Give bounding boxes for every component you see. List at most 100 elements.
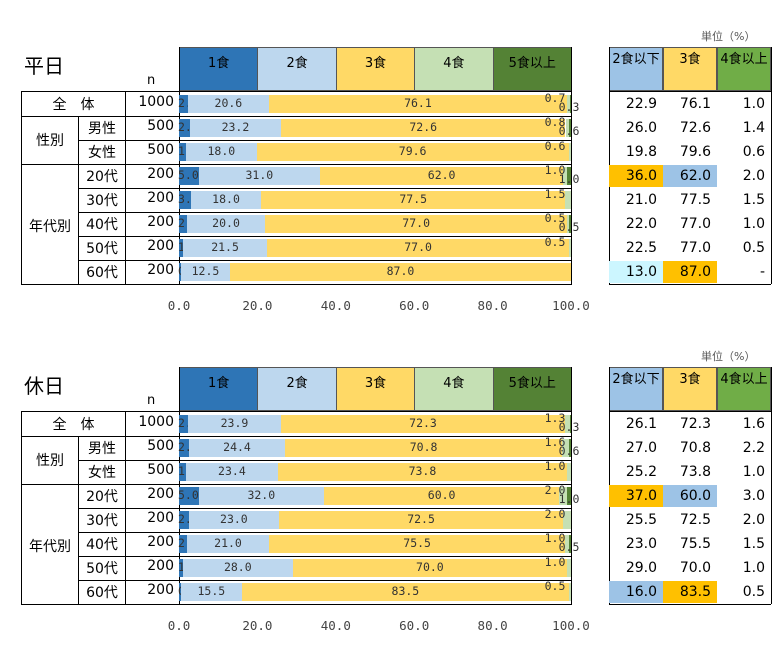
group-label: 性別	[36, 453, 64, 469]
bar-segment	[564, 415, 570, 433]
row-label: 60代	[86, 585, 118, 601]
summary-value: 3.0	[742, 488, 765, 504]
x-tick-label: 60.0	[399, 618, 430, 633]
summary-value: 25.5	[625, 512, 657, 528]
row-n: 200	[147, 558, 174, 574]
bar-segment	[179, 559, 183, 577]
x-tick-label: 100.0	[552, 298, 590, 313]
summary-value: 19.8	[625, 144, 657, 160]
row-n: 500	[147, 462, 174, 478]
data-label: 18.0	[212, 192, 240, 206]
bar-segment	[180, 263, 230, 281]
row-n: 200	[147, 486, 174, 502]
table-border	[78, 260, 572, 261]
summary-value: 21.0	[625, 192, 657, 208]
bar-segment	[198, 167, 321, 185]
summary-header: 3食	[663, 47, 717, 91]
x-tick-label: 0.0	[167, 298, 191, 313]
summary-value: 37.0	[609, 485, 663, 507]
n-header: n	[147, 73, 156, 88]
table-border	[179, 47, 180, 284]
summary-value: 23.0	[625, 536, 657, 552]
data-label: 79.6	[398, 144, 427, 158]
bar-segment	[190, 191, 262, 209]
summary-value: 1.5	[742, 536, 765, 552]
bar-segment	[569, 583, 571, 601]
row-n: 1000	[138, 414, 174, 430]
summary-header: 4食以上	[717, 367, 771, 411]
data-label: 21.5	[211, 240, 239, 254]
data-label: 87.0	[386, 264, 415, 278]
data-label: 72.3	[409, 416, 437, 430]
data-label: 0.3	[558, 100, 580, 114]
bar-segment	[186, 535, 270, 553]
row-label: 20代	[86, 169, 118, 185]
data-label: 0.5	[558, 540, 580, 554]
row-n: 200	[147, 582, 174, 598]
summary-header: 4食以上	[717, 47, 771, 91]
summary-value: 70.0	[679, 560, 711, 576]
table-border	[78, 212, 572, 213]
bar-segment	[241, 583, 570, 601]
bar-segment	[269, 535, 566, 553]
summary-value: 72.3	[679, 416, 711, 432]
data-label: 2.0	[544, 483, 566, 497]
data-label: 1.0	[544, 555, 566, 569]
data-label: 70.0	[416, 560, 444, 574]
summary-value: 26.0	[625, 120, 657, 136]
bar-segment	[261, 191, 566, 209]
data-label: 0.6	[558, 444, 580, 458]
row-n: 200	[147, 534, 174, 550]
data-label: 77.5	[399, 192, 428, 206]
bar-segment	[180, 583, 242, 601]
data-label: 0.5	[558, 220, 580, 234]
data-label: 1.0	[544, 459, 566, 473]
bar-segment	[179, 439, 190, 457]
table-border	[78, 508, 572, 509]
table-border	[571, 367, 572, 604]
row-label: 男性	[88, 441, 116, 457]
data-label: 75.5	[403, 536, 431, 550]
summary-value: 60.0	[663, 485, 717, 507]
x-tick-label: 40.0	[320, 298, 351, 313]
x-tick-label: 20.0	[242, 618, 273, 633]
unit-label: 単位（%）	[701, 350, 756, 363]
row-n: 1000	[138, 94, 174, 110]
row-label: 男性	[88, 121, 116, 137]
x-tick-label: 80.0	[477, 618, 508, 633]
x-tick-label: 80.0	[477, 298, 508, 313]
table-border	[179, 367, 180, 604]
legend-1: 1食	[179, 47, 259, 91]
bar-segment	[565, 191, 571, 209]
row-label: 40代	[86, 217, 118, 233]
legend-4: 4食	[414, 367, 494, 411]
data-label: 0.6	[544, 139, 566, 153]
bar-segment	[569, 535, 571, 553]
bar-segment	[562, 439, 569, 457]
data-label: 0.8	[544, 115, 566, 129]
legend-1: 1食	[179, 367, 259, 411]
table-border	[78, 116, 79, 284]
summary-header: 2食以下	[609, 367, 663, 411]
row-label: 50代	[86, 241, 118, 257]
table-border	[21, 91, 22, 284]
bar-segment	[324, 487, 560, 505]
data-label: 5.0	[178, 168, 199, 182]
bar-segment	[277, 463, 568, 481]
bar-segment	[179, 511, 189, 529]
summary-value: 22.9	[625, 96, 657, 112]
table-border	[21, 91, 572, 92]
data-label: 1.0	[558, 492, 580, 506]
bar-segment	[320, 167, 564, 185]
legend-2: 2食	[257, 47, 337, 91]
bar-segment	[563, 511, 571, 529]
bar-segment	[280, 119, 566, 137]
bar-segment	[567, 463, 571, 481]
table-border	[771, 47, 772, 284]
data-label: 20.6	[214, 96, 243, 110]
bar-segment	[265, 215, 568, 233]
summary-value: 25.2	[625, 464, 657, 480]
table-border	[771, 367, 772, 604]
bar-segment	[267, 239, 570, 257]
summary-value: 0.6	[742, 144, 765, 160]
